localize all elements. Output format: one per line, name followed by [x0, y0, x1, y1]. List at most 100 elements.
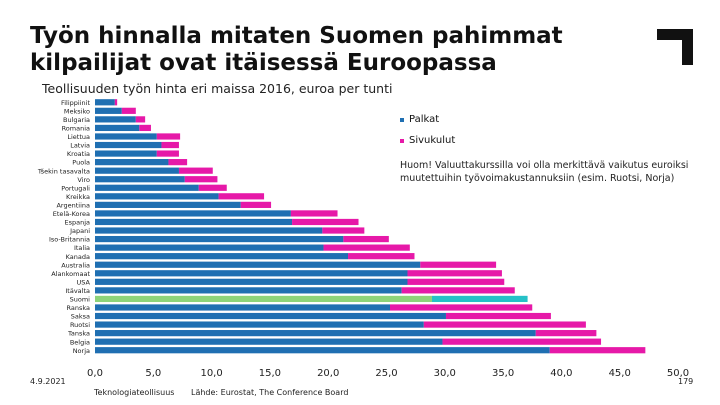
bar-wages-suomi	[95, 295, 432, 303]
bar-social-usa	[407, 278, 505, 285]
bar-social-itavalta	[401, 287, 515, 294]
category-label-suomi: Suomi	[70, 296, 91, 304]
bar-wages-etela-korea	[95, 210, 291, 217]
bar-wages-italia	[95, 244, 324, 251]
category-label-tsekin-tasavalta: Tšekin tasavalta	[37, 167, 90, 175]
category-label-kanada: Kanada	[66, 253, 90, 261]
bar-social-kanada	[348, 253, 415, 260]
x-tick-label: 40,0	[550, 368, 572, 379]
legend-item-social: Sivukulut	[400, 130, 455, 151]
corner-logo-icon	[657, 29, 693, 65]
category-label-iso-britannia: Iso-Britannia	[49, 236, 90, 244]
bar-wages-meksiko	[95, 107, 122, 114]
category-label-espanja: Espanja	[64, 219, 90, 227]
bar-social-latvia	[161, 141, 179, 149]
bars-group	[95, 99, 646, 354]
bar-wages-belgia	[95, 338, 443, 345]
legend-swatch-wages	[400, 117, 404, 122]
category-label-italia: Italia	[74, 244, 90, 252]
bar-wages-japani	[95, 227, 323, 234]
category-label-kreikka: Kreikka	[66, 193, 90, 201]
bar-social-saksa	[445, 312, 551, 320]
bar-social-tsekin-tasavalta	[178, 167, 213, 174]
x-tick-label: 45,0	[609, 368, 631, 379]
bar-wages-ranska	[95, 304, 390, 311]
bar-wages-espanja	[95, 218, 293, 226]
category-label-bulgaria: Bulgaria	[63, 116, 90, 124]
x-tick-labels: 0,0 5,0 10,0 15,0 20,0 25,0 30,0 35,0 40,0 45,0 50…	[87, 368, 689, 379]
bar-wages-romania	[95, 124, 140, 132]
bar-wages-liettua	[95, 133, 157, 140]
category-label-portugali: Portugali	[61, 184, 90, 192]
category-label-itavalta: Itävalta	[65, 287, 90, 295]
x-tick-label: 35,0	[492, 368, 514, 379]
bar-wages-itavalta	[95, 287, 402, 294]
x-tick-label: 15,0	[259, 368, 281, 379]
bar-social-norja	[549, 347, 646, 354]
footer-date: 4.9.2021	[30, 377, 66, 386]
bar-social-alankomaat	[407, 270, 502, 277]
bar-wages-iso-britannia	[95, 235, 344, 243]
bar-wages-kanada	[95, 253, 349, 260]
bar-social-tanska	[535, 330, 597, 337]
bar-social-liettua	[156, 133, 181, 140]
category-label-alankomaat: Alankomaat	[51, 270, 90, 278]
category-label-puola: Puola	[72, 159, 90, 167]
bar-social-romania	[139, 124, 151, 132]
bar-social-bulgaria	[135, 116, 146, 123]
bar-wages-australia	[95, 261, 421, 268]
bar-social-etela-korea	[290, 210, 338, 217]
bar-wages-tanska	[95, 330, 536, 337]
bar-wages-kreikka	[95, 193, 219, 200]
bar-wages-viro	[95, 176, 185, 183]
category-label-liettua: Liettua	[67, 133, 90, 141]
chart-note: Huom! Valuuttakurssilla voi olla merkitt…	[400, 160, 689, 184]
bar-wages-ruotsi	[95, 321, 424, 328]
bar-social-suomi	[431, 295, 528, 303]
bar-wages-usa	[95, 278, 408, 285]
bar-wages-portugali	[95, 184, 199, 191]
x-tick-label: 25,0	[375, 368, 397, 379]
legend-swatch-social	[400, 138, 404, 143]
bar-social-japani	[322, 227, 365, 234]
bar-social-australia	[420, 261, 497, 268]
category-label-norja: Norja	[73, 347, 90, 355]
legend: Palkat Sivukulut	[400, 109, 455, 151]
page-title: Työn hinnalla mitaten Suomen pahimmat ki…	[30, 23, 563, 76]
bar-social-ruotsi	[423, 321, 586, 328]
bar-social-italia	[323, 244, 410, 251]
category-label-argentiina: Argentiina	[56, 201, 90, 209]
bar-social-ranska	[389, 304, 533, 311]
x-tick-label: 50,0	[667, 368, 689, 379]
x-tick-label: 0,0	[87, 368, 103, 379]
bar-wages-saksa	[95, 312, 446, 320]
bar-social-viro	[184, 176, 218, 183]
x-tick-label: 20,0	[317, 368, 339, 379]
bar-wages-bulgaria	[95, 116, 136, 123]
bar-wages-latvia	[95, 141, 162, 149]
bar-wages-argentiina	[95, 201, 241, 208]
bar-social-portugali	[198, 184, 227, 191]
legend-item-wages: Palkat	[400, 109, 455, 130]
bar-social-espanja	[292, 218, 359, 226]
x-tick-label: 5,0	[145, 368, 161, 379]
category-label-belgia: Belgia	[70, 338, 90, 346]
footer-source: Lähde: Eurostat, The Conference Board	[191, 388, 349, 397]
category-label-tanska: Tanska	[67, 330, 90, 338]
bar-social-kreikka	[218, 193, 265, 200]
category-label-saksa: Saksa	[71, 313, 90, 321]
bar-social-kroatia	[156, 150, 179, 157]
bar-wages-filippiinit	[95, 99, 115, 106]
bar-social-puola	[168, 159, 188, 166]
corner-logo-shape	[657, 29, 693, 65]
bar-wages-tsekin-tasavalta	[95, 167, 179, 174]
category-label-ruotsi: Ruotsi	[70, 321, 90, 329]
category-label-usa: USA	[77, 278, 91, 286]
bar-social-meksiko	[121, 107, 136, 114]
legend-label-social: Sivukulut	[409, 135, 456, 146]
category-label-latvia: Latvia	[70, 142, 90, 150]
category-label-kroatia: Kroatia	[67, 150, 90, 158]
x-tick-label: 10,0	[200, 368, 222, 379]
category-label-ranska: Ranska	[67, 304, 91, 312]
